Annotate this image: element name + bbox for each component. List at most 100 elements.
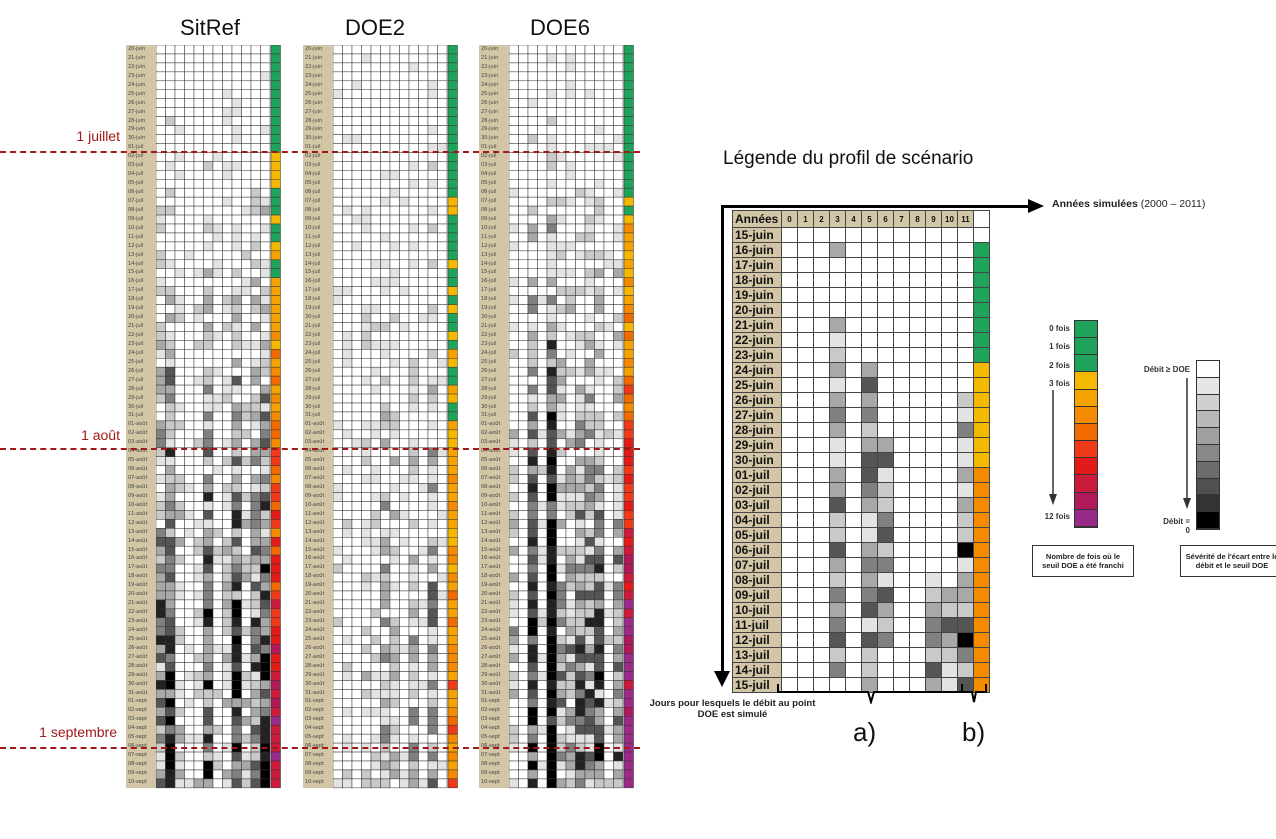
legend-date-label: 09-juil [732,587,782,603]
heatmap-cell [575,45,586,55]
heatmap-cell [389,196,400,207]
heatmap-cell [333,295,343,305]
heatmap-cell [537,313,548,323]
heatmap-cell [575,617,586,627]
heatmap-cell [565,760,576,771]
heatmap-cell [351,161,362,171]
heatmap-cell [260,778,271,789]
heatmap-cell [613,402,624,413]
heatmap-cell [351,599,362,610]
heatmap-cell [594,179,605,189]
heatmap-cell [518,125,529,135]
heatmap-cell [613,62,624,73]
heatmap-cell [546,519,557,529]
heatmap-cell [509,295,519,305]
heatmap-cell [203,635,214,645]
heatmap-cell [556,331,567,341]
heatmap-cell [546,358,557,368]
heatmap-cell [203,161,214,171]
heatmap-cell [408,232,419,243]
heatmap-cell [231,554,242,565]
date-column: 20-juin 21-juin 22-juin 23-juin 24-juin 25-ju… [126,45,156,788]
heatmap-cell [509,170,519,180]
heatmap-cell [389,116,400,126]
heatmap-grid [509,45,634,789]
heatmap-cell [241,492,252,502]
legend-cell [877,392,894,408]
heatmap-cell [260,286,271,296]
heatmap-cell [156,411,166,422]
heatmap-cell [594,45,605,55]
heatmap-cell [203,62,214,73]
heatmap-cell [408,313,419,323]
count-cell [270,429,281,440]
heatmap-cell [231,214,242,225]
heatmap-cell [231,170,242,180]
count-cell [270,393,281,404]
heatmap-cell [389,644,400,654]
legend-cell [941,527,958,543]
heatmap-cell [418,537,429,547]
heatmap-cell [613,474,624,484]
heatmap-cell [437,89,448,99]
heatmap-cell [418,45,429,55]
heatmap-cell [203,223,214,234]
heatmap-cell [212,519,223,529]
heatmap-cell [389,724,400,735]
heatmap-cell [565,510,576,520]
heatmap-cell [613,358,624,368]
heatmap-cell [603,295,614,305]
heatmap-cell [575,510,586,520]
heatmap-cell [437,223,448,234]
heatmap-cell [613,411,624,422]
count-cell [447,295,458,305]
heatmap-cell [399,62,410,73]
heatmap-cell [556,501,567,511]
heatmap-cell [361,733,372,744]
heatmap-cell [565,707,576,717]
heatmap-cell [527,295,538,305]
heatmap-cell [260,366,271,377]
heatmap-cell [260,268,271,278]
heatmap-cell [509,179,519,189]
heatmap-cell [518,45,529,55]
heatmap-cell [184,528,195,538]
heatmap-cell [584,716,595,726]
heatmap-cell [370,465,381,475]
legend-cell [893,632,910,648]
severity-ramp-swatch [1197,444,1219,462]
heatmap-cell [389,187,400,198]
heatmap-cell [518,134,529,144]
date-label: 11-août [481,510,501,517]
heatmap-cell [351,179,362,189]
heatmap-cell [222,98,233,108]
heatmap-cell [418,456,429,466]
date-label: 09-août [305,492,325,499]
heatmap-cell [174,716,185,726]
date-label: 22-juin [481,63,499,70]
legend-cell [829,572,846,588]
heatmap-cell [537,349,548,359]
legend-cell [893,422,910,438]
heatmap-cell [437,304,448,314]
heatmap-cell [184,778,195,789]
panel-title-doe2: DOE2 [345,15,405,40]
heatmap-cell [427,528,438,538]
heatmap-cell [370,653,381,663]
heatmap-cell [603,322,614,332]
heatmap-cell [231,474,242,484]
count-cell [447,671,458,681]
heatmap-cell [408,724,419,735]
heatmap-cell [427,71,438,82]
heatmap-cell [241,698,252,708]
legend-count-cell [973,242,990,258]
heatmap-cell [546,483,557,493]
date-label: 17-août [305,564,325,571]
legend-cell [797,452,814,468]
count-cell [623,277,634,287]
heatmap-cell [509,537,519,547]
heatmap-cell [342,635,353,645]
heatmap-cell [250,769,261,780]
heatmap-cell [380,179,391,189]
heatmap-cell [212,295,223,305]
